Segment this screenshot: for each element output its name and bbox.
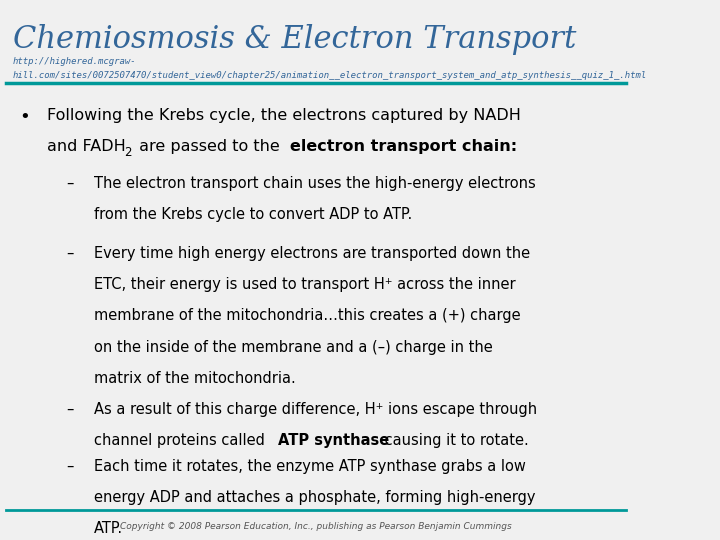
Text: ATP.: ATP. xyxy=(94,521,122,536)
Text: The electron transport chain uses the high-energy electrons: The electron transport chain uses the hi… xyxy=(94,176,536,191)
Text: on the inside of the membrane and a (–) charge in the: on the inside of the membrane and a (–) … xyxy=(94,340,492,355)
Text: •: • xyxy=(19,107,30,126)
Text: Chemiosmosis & Electron Transport: Chemiosmosis & Electron Transport xyxy=(13,24,576,55)
Text: –: – xyxy=(66,458,73,474)
Text: channel proteins called: channel proteins called xyxy=(94,433,269,448)
Text: are passed to the: are passed to the xyxy=(134,139,285,154)
Text: electron transport chain:: electron transport chain: xyxy=(289,139,517,154)
Text: Each time it rotates, the enzyme ATP synthase grabs a low: Each time it rotates, the enzyme ATP syn… xyxy=(94,458,526,474)
Text: hill.com/sites/0072507470/student_view0/chapter25/animation__electron_transport_: hill.com/sites/0072507470/student_view0/… xyxy=(13,71,647,80)
Text: and FADH: and FADH xyxy=(48,139,126,154)
Text: Following the Krebs cycle, the electrons captured by NADH: Following the Krebs cycle, the electrons… xyxy=(48,107,521,123)
Text: –: – xyxy=(66,176,73,191)
Text: ATP synthase: ATP synthase xyxy=(279,433,390,448)
Text: causing it to rotate.: causing it to rotate. xyxy=(380,433,529,448)
Text: ETC, their energy is used to transport H⁺ across the inner: ETC, their energy is used to transport H… xyxy=(94,277,516,292)
Text: http://highered.mcgraw-: http://highered.mcgraw- xyxy=(13,57,136,65)
Text: matrix of the mitochondria.: matrix of the mitochondria. xyxy=(94,371,295,386)
Text: Every time high energy electrons are transported down the: Every time high energy electrons are tra… xyxy=(94,246,530,261)
Text: from the Krebs cycle to convert ADP to ATP.: from the Krebs cycle to convert ADP to A… xyxy=(94,207,412,222)
Text: energy ADP and attaches a phosphate, forming high-energy: energy ADP and attaches a phosphate, for… xyxy=(94,490,535,505)
Text: 2: 2 xyxy=(125,146,132,159)
Text: As a result of this charge difference, H⁺ ions escape through: As a result of this charge difference, H… xyxy=(94,402,536,417)
Text: Copyright © 2008 Pearson Education, Inc., publishing as Pearson Benjamin Cumming: Copyright © 2008 Pearson Education, Inc.… xyxy=(120,522,512,531)
Text: membrane of the mitochondria…this creates a (+) charge: membrane of the mitochondria…this create… xyxy=(94,308,521,323)
Text: –: – xyxy=(66,402,73,417)
Text: –: – xyxy=(66,246,73,261)
